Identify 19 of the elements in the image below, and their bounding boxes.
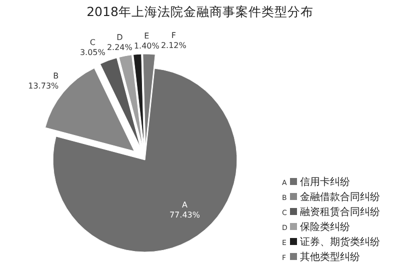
- data-label: 2.12%: [160, 41, 187, 50]
- slice-label: C: [90, 38, 96, 47]
- slice-label: D: [116, 32, 123, 42]
- data-label: 2.24%: [106, 42, 133, 52]
- text: 融资租赁合同纠纷: [300, 206, 380, 218]
- slice-label: E: [144, 31, 150, 40]
- data-label: 77.43%: [169, 210, 200, 220]
- slice-label: A: [182, 200, 188, 210]
- text: 其他类型纠纷: [300, 251, 360, 263]
- data-label: 3.05%: [80, 48, 106, 57]
- text: 金融借款合同纠纷: [300, 191, 380, 203]
- data-label: 13.73%: [28, 82, 60, 91]
- text: 保险类纠纷: [300, 221, 350, 233]
- text: 证券、期货类纠纷: [300, 236, 380, 248]
- text: 信用卡纠纷: [300, 176, 350, 188]
- slice-label: F: [171, 31, 176, 40]
- chart-title: 2018年上海法院金融商事案件类型分布: [86, 4, 314, 19]
- slice-label: B: [53, 72, 59, 81]
- data-label: 1.40%: [134, 41, 160, 50]
